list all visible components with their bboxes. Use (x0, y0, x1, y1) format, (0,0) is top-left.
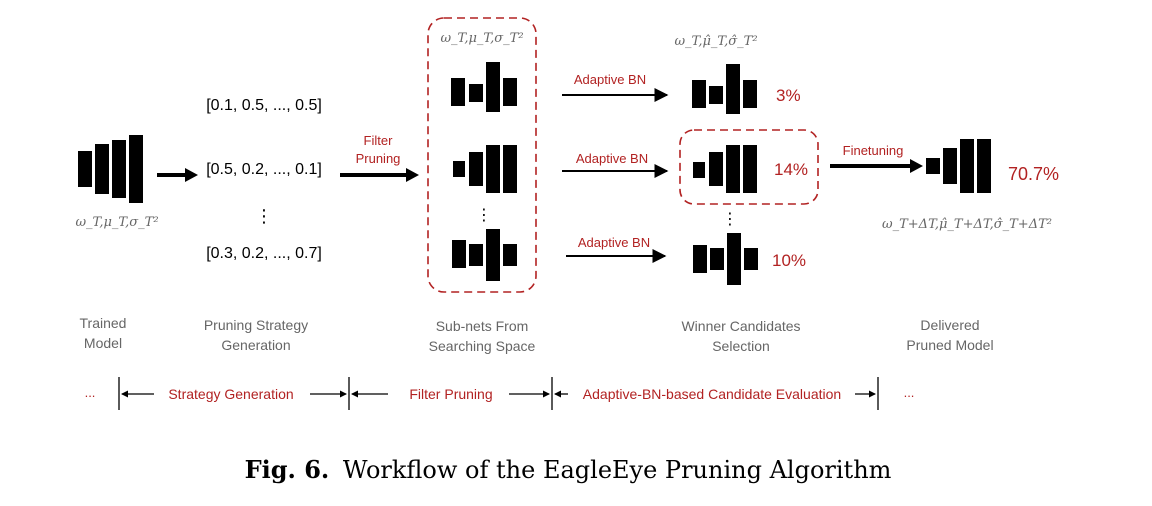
stage-label: Sub-nets From (436, 318, 529, 334)
subnet-icon (453, 145, 517, 193)
strategy-vector: [0.3, 0.2, ..., 0.7] (206, 245, 322, 262)
phase-ellipsis: ... (85, 385, 96, 400)
candidate-subnet-icon (693, 233, 758, 285)
winner-subnet-icon (693, 145, 757, 193)
trained-model-stats: ω_T,μ_T,σ_T² (75, 215, 158, 230)
candidate-vdots: ⋮ (722, 211, 738, 228)
phase-ellipsis: ... (904, 385, 915, 400)
stage-label: Generation (221, 337, 290, 353)
adaptive-bn-label: Adaptive BN (574, 72, 646, 87)
phase-filter-pruning: Filter Pruning (409, 386, 492, 402)
candidate-accuracy: 10% (772, 251, 806, 270)
finetuned-stats: ω_T+ΔT,μ̂_T+ΔT,σ̂_T+ΔT² (882, 217, 1052, 232)
final-accuracy: 70.7% (1008, 164, 1059, 184)
stage-label: Model (84, 335, 122, 351)
stage-label: Selection (712, 338, 770, 354)
candidate-accuracy: 3% (776, 86, 801, 105)
phase-arrowheads (121, 390, 876, 398)
stage-label: Pruned Model (906, 337, 993, 353)
figure-label: Fig. 6. (245, 455, 330, 484)
phase-strategy-generation: Strategy Generation (168, 386, 293, 402)
stage-label: Searching Space (429, 338, 536, 354)
stage-label: Pruning Strategy (204, 317, 308, 333)
stage-label: Delivered (920, 317, 979, 333)
filter-pruning-label-line2: Pruning (356, 151, 401, 166)
strategy-vdots: ⋮ (255, 206, 273, 226)
subnet-stats: ω_T,μ_T,σ_T² (440, 31, 523, 46)
adaptive-bn-label: Adaptive BN (578, 235, 650, 250)
phase-candidate-evaluation: Adaptive-BN-based Candidate Evaluation (583, 386, 841, 402)
subnet-icon (452, 229, 517, 281)
trained-model-icon (78, 135, 143, 203)
finetuning-label: Finetuning (843, 143, 904, 158)
candidate-subnet-icon (692, 64, 757, 114)
figure-caption: Fig. 6. Workflow of the EagleEye Pruning… (245, 455, 892, 484)
adaptive-bn-stats: ω_T,μ̂_T,σ̂_T² (674, 34, 757, 49)
strategy-vector: [0.5, 0.2, ..., 0.1] (206, 161, 322, 178)
subnet-icon (451, 62, 517, 112)
winner-accuracy: 14% (774, 160, 808, 179)
subnet-vdots: ⋮ (476, 207, 492, 224)
finetuning-arrow (830, 159, 923, 173)
stage-label: Trained (80, 315, 127, 331)
filter-pruning-arrow (340, 168, 419, 182)
stage-label: Winner Candidates (681, 318, 800, 334)
search-space-box (427, 17, 537, 293)
pruned-model-icon (926, 139, 991, 193)
arrow-to-strategies (157, 168, 198, 182)
figure-title: Workflow of the EagleEye Pruning Algorit… (343, 456, 892, 484)
strategy-vector: [0.1, 0.5, ..., 0.5] (206, 97, 322, 114)
winner-candidate-box (679, 129, 819, 205)
adaptive-bn-label: Adaptive BN (576, 151, 648, 166)
filter-pruning-label-line1: Filter (364, 133, 394, 148)
